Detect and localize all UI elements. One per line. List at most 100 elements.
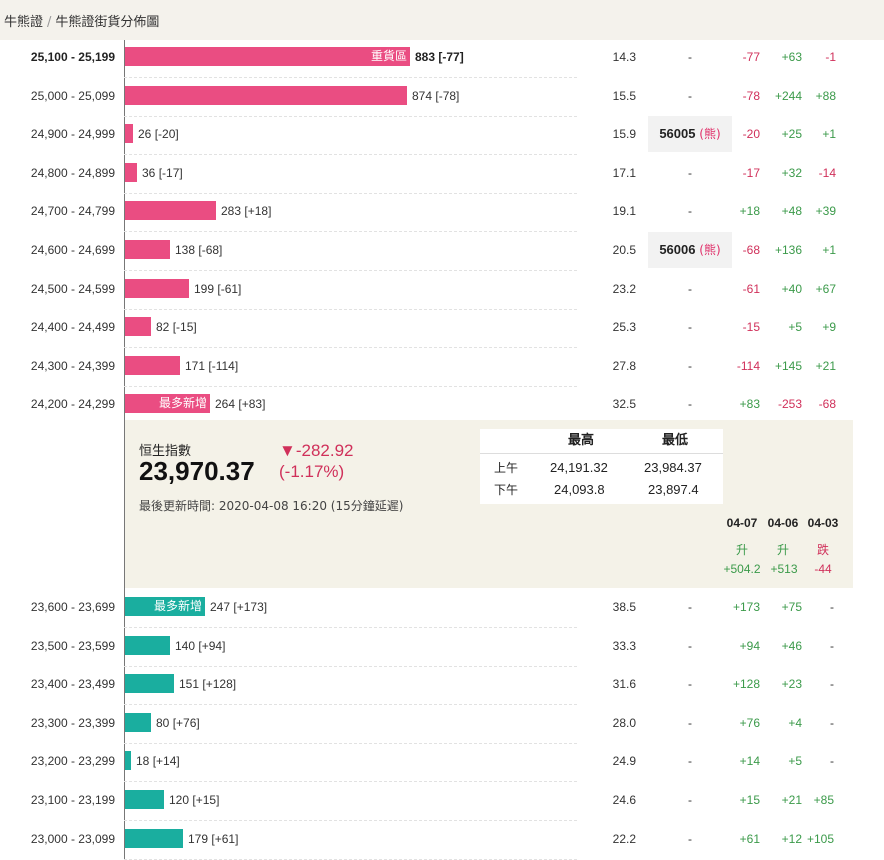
daily-change-value: +9 (822, 320, 836, 334)
daily-change-value: +25 (781, 127, 802, 141)
strike-value: - (688, 320, 692, 334)
strike-value: - (688, 204, 692, 218)
afternoon-low: 23,897.4 (648, 482, 699, 497)
daily-change-value: +18 (739, 204, 760, 218)
bull-bar (125, 317, 151, 336)
bar-value: 171 [-114] (185, 358, 238, 374)
breadcrumb-parent-link[interactable]: 牛熊證 (4, 15, 44, 30)
daily-change-value: +67 (815, 282, 836, 296)
strike-range: 24,900 - 24,999 (30, 127, 115, 141)
strike-range: 24,800 - 24,899 (30, 166, 115, 180)
strike-code: 56005 (659, 126, 696, 141)
strike-highlight[interactable]: 56005 (熊) (648, 116, 732, 152)
daily-change-value: +48 (781, 204, 802, 218)
outstanding-value: 264 (215, 397, 236, 411)
strike-highlight[interactable]: 56006 (熊) (648, 232, 732, 268)
ratio-value: 32.5 (612, 397, 636, 411)
ratio-value: 25.3 (612, 320, 636, 334)
bar-value: 199 [-61] (194, 281, 241, 297)
bar-value: 283 [+18] (221, 203, 271, 219)
outstanding-change: [-17] (158, 166, 183, 180)
bar-value: 179 [+61] (188, 831, 238, 847)
outstanding-change: [-61] (217, 282, 242, 296)
morning-high: 24,191.32 (550, 460, 608, 475)
ratio-value: 28.0 (612, 716, 636, 730)
row-separator (124, 386, 577, 387)
ratio-value: 20.5 (612, 243, 636, 257)
daily-change-value: +1 (822, 127, 836, 141)
strike-kind: 熊 (703, 243, 716, 257)
strike-value: - (688, 397, 692, 411)
bull-bar (125, 86, 407, 105)
bar-tag: 最多新增 (158, 396, 207, 410)
daily-change-value: +21 (781, 793, 802, 807)
low-header: 最低 (662, 433, 689, 448)
afternoon-label: 下午 (494, 483, 519, 497)
daily-change-value: - (830, 677, 834, 691)
bear-bar (125, 751, 131, 770)
strike-value: - (688, 639, 692, 653)
daily-change-value: +75 (781, 600, 802, 614)
afternoon-high: 24,093.8 (554, 482, 605, 497)
bar-value: 247 [+173] (210, 599, 267, 615)
bar-value: 151 [+128] (179, 676, 236, 692)
bar-value: 140 [+94] (175, 638, 225, 654)
outstanding-value: 26 (138, 127, 152, 141)
daily-change-value: +1 (822, 243, 836, 257)
strike-kind-paren: ) (715, 127, 721, 141)
bar-value: 80 [+76] (156, 715, 200, 731)
high-low-table: 最高 最低 上午 24,191.32 23,984.37 下午 24,093.8… (480, 429, 723, 504)
bar-value: 82 [-15] (156, 319, 197, 335)
daily-date: 04-06 (767, 516, 799, 530)
strike-code: 56006 (659, 242, 696, 257)
daily-change-value: +105 (806, 832, 834, 846)
outstanding-value: 874 (412, 89, 433, 103)
morning-label: 上午 (494, 461, 519, 475)
daily-change-value: +12 (781, 832, 802, 846)
daily-change-value: +94 (739, 639, 760, 653)
daily-change-value: +23 (781, 677, 802, 691)
ratio-value: 24.9 (612, 754, 636, 768)
outstanding-change: [-78] (435, 89, 460, 103)
strike-range: 24,400 - 24,499 (30, 320, 115, 334)
row-separator (124, 704, 577, 705)
row-separator (124, 627, 577, 628)
bull-bar (125, 201, 216, 220)
ratio-value: 17.1 (612, 166, 636, 180)
daily-direction: 升 (776, 543, 789, 557)
outstanding-value: 179 (188, 832, 209, 846)
index-name: 恒生指數 (139, 444, 192, 459)
daily-change-value: -68 (742, 243, 760, 257)
strike-kind: 熊 (703, 127, 716, 141)
ratio-value: 31.6 (612, 677, 636, 691)
bar-value: 883 [-77] (415, 49, 464, 65)
row-separator (124, 231, 577, 232)
daily-change-value: +244 (774, 89, 802, 103)
daily-change-value: +85 (813, 793, 834, 807)
outstanding-change: [-15] (172, 320, 197, 334)
index-change-points: ▼-282.92 (279, 441, 354, 460)
daily-change-value: - (830, 600, 834, 614)
strike-value: - (688, 89, 692, 103)
daily-change-value: - (830, 716, 834, 730)
daily-date: 04-07 (726, 516, 758, 530)
ratio-value: 38.5 (612, 600, 636, 614)
high-low-divider (480, 453, 723, 454)
daily-change: -44 (814, 562, 832, 576)
strike-range: 24,300 - 24,399 (30, 359, 115, 373)
bull-bar (125, 279, 189, 298)
daily-change-value: +39 (815, 204, 836, 218)
bear-bar (125, 790, 164, 809)
outstanding-value: 199 (194, 282, 215, 296)
row-separator (124, 154, 577, 155)
outstanding-change: [+14] (152, 754, 180, 768)
daily-change-value: -114 (736, 359, 760, 373)
bull-bar (125, 240, 170, 259)
outstanding-value: 171 (185, 359, 206, 373)
outstanding-value: 82 (156, 320, 170, 334)
ratio-value: 27.8 (612, 359, 636, 373)
outstanding-change: [+94] (198, 639, 226, 653)
breadcrumb: 牛熊證 / 牛熊證街貨分佈圖 (0, 0, 884, 40)
ratio-value: 33.3 (612, 639, 636, 653)
strike-kind-paren: ( (695, 127, 704, 141)
